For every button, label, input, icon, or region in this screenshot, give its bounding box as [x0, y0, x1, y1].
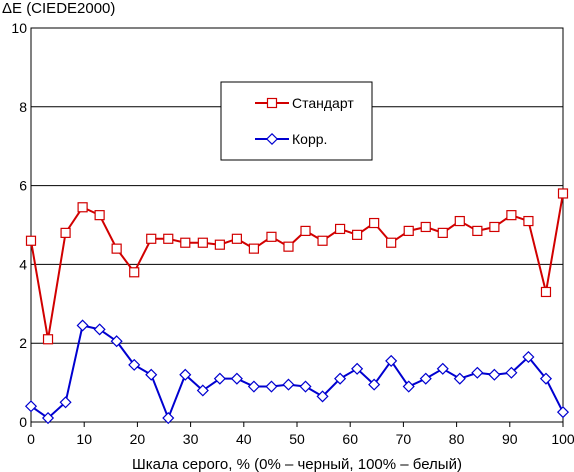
y-tick-labels: 0 2 4 6 8 10 [11, 20, 27, 430]
y-tick-label: 8 [19, 99, 27, 115]
data-point [163, 233, 174, 244]
data-point [454, 215, 465, 227]
x-tick-label: 50 [289, 431, 305, 447]
x-tick-label: 90 [502, 431, 518, 447]
data-point [247, 380, 260, 393]
data-point [506, 210, 517, 221]
data-point [437, 227, 448, 238]
data-point [489, 221, 500, 233]
data-point [111, 243, 122, 254]
data-point [556, 406, 570, 419]
data-point [316, 390, 329, 403]
data-point [282, 378, 295, 391]
data-point [403, 225, 414, 237]
data-point [94, 210, 105, 221]
data-point [283, 241, 294, 252]
data-point [419, 372, 432, 385]
x-tick-labels: 0 10 20 30 40 50 60 70 80 90 100 [27, 422, 574, 447]
data-point [352, 229, 363, 240]
data-point [25, 235, 37, 246]
data-point [179, 368, 192, 381]
data-point [214, 239, 225, 250]
data-point [162, 412, 175, 425]
data-point [129, 267, 140, 278]
data-point [145, 368, 158, 381]
data-point [77, 202, 88, 213]
data-point [110, 335, 123, 348]
data-point [41, 412, 55, 425]
x-tick-label: 20 [130, 431, 146, 447]
x-tick-label: 40 [236, 431, 252, 447]
x-tick-label: 70 [396, 431, 412, 447]
y-tick-label: 10 [11, 20, 27, 36]
x-tick-label: 0 [27, 431, 35, 447]
data-point [60, 227, 71, 238]
x-axis-title: Шкала серого, % (0% – черный, 100% – бел… [132, 456, 462, 472]
series-layer [24, 188, 570, 425]
data-point [59, 396, 72, 409]
plot-area-border [30, 27, 564, 423]
data-point [299, 380, 312, 393]
data-point [128, 358, 141, 371]
data-point [334, 223, 346, 235]
data-point [505, 366, 518, 379]
series-line [30, 324, 564, 420]
y-tick-label: 2 [19, 335, 27, 351]
x-tick-label: 80 [449, 431, 465, 447]
data-point [180, 237, 191, 248]
data-point [436, 362, 449, 375]
legend-marker [266, 97, 278, 109]
data-point [197, 237, 208, 248]
data-point [522, 350, 535, 364]
data-point [368, 378, 381, 391]
data-point [351, 362, 364, 375]
data-point [300, 225, 311, 237]
legend-label: Стандарт [292, 95, 354, 111]
data-point [265, 380, 278, 393]
data-point [488, 368, 501, 381]
data-point [230, 372, 243, 385]
legend-box [220, 81, 373, 161]
series-line [30, 193, 564, 341]
data-point [369, 217, 380, 229]
series-2 [24, 319, 570, 425]
data-point [523, 215, 534, 227]
data-point [317, 235, 328, 246]
data-point [402, 380, 415, 393]
data-point [420, 221, 431, 233]
y-tick-label: 4 [19, 256, 27, 272]
data-point [334, 372, 347, 385]
data-point [471, 366, 484, 379]
data-point [231, 233, 242, 244]
data-point [248, 243, 260, 254]
data-point [24, 400, 38, 413]
x-tick-label: 100 [551, 431, 574, 447]
data-point [557, 188, 569, 199]
data-point [385, 354, 398, 367]
legend-marker [265, 132, 279, 146]
x-tick-label: 60 [342, 431, 358, 447]
legend-label: Корр. [292, 131, 327, 147]
data-point [386, 237, 397, 248]
legend: Стандарт Корр. [220, 81, 373, 161]
data-point [540, 286, 552, 298]
data-point [539, 372, 553, 385]
y-axis-title: ΔE (CIEDE2000) [2, 0, 115, 17]
data-point [213, 372, 226, 385]
y-tick-label: 6 [19, 178, 27, 194]
data-point [196, 384, 209, 397]
data-point [42, 334, 54, 345]
y-tick-label: 0 [19, 414, 27, 430]
data-point [266, 231, 277, 242]
x-tick-label: 10 [76, 431, 92, 447]
data-point [76, 319, 89, 332]
x-tick-label: 30 [183, 431, 199, 447]
data-point [472, 225, 483, 237]
data-point [93, 323, 106, 336]
series-1 [25, 188, 569, 345]
data-point [453, 372, 466, 385]
data-point [146, 233, 157, 244]
